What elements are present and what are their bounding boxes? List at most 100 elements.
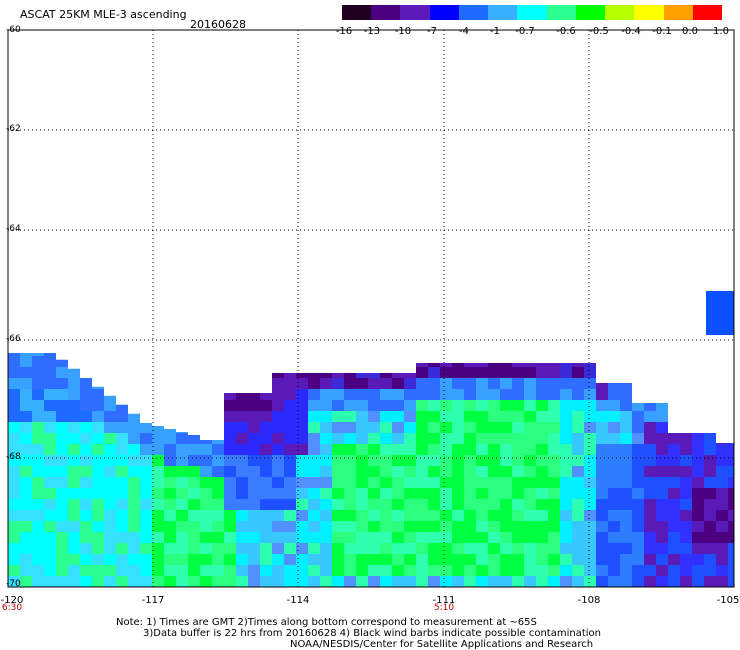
wind-cell	[440, 554, 452, 565]
wind-cell	[620, 510, 632, 521]
wind-cell	[464, 389, 476, 400]
wind-cell	[260, 455, 272, 466]
wind-cell	[20, 466, 32, 477]
colorbar-segment	[575, 5, 606, 20]
wind-cell	[212, 521, 224, 532]
wind-cell	[452, 488, 464, 499]
wind-cell	[524, 466, 536, 477]
wind-cell	[104, 477, 116, 488]
wind-cell	[608, 411, 620, 422]
wind-cell	[236, 422, 248, 433]
wind-cell	[164, 444, 176, 455]
wind-cell	[512, 466, 524, 477]
wind-cell	[464, 378, 476, 389]
wind-cell	[716, 565, 728, 576]
wind-cell	[272, 532, 284, 543]
wind-cell	[200, 532, 212, 543]
wind-cell	[500, 400, 512, 411]
wind-cell	[68, 389, 80, 400]
lon-label-120: -120	[0, 595, 24, 606]
wind-cell	[452, 543, 464, 554]
wind-cell	[116, 521, 128, 532]
wind-cell	[152, 532, 164, 543]
wind-cell	[32, 378, 44, 389]
wind-cell	[524, 378, 536, 389]
wind-cell	[320, 521, 332, 532]
wind-cell	[320, 499, 332, 510]
wind-cell	[80, 477, 92, 488]
wind-cell	[560, 499, 572, 510]
wind-cell	[116, 499, 128, 510]
wind-cell	[404, 378, 416, 389]
colorbar-label: -10	[394, 26, 412, 37]
wind-cell	[728, 444, 734, 455]
wind-cell	[488, 378, 500, 389]
wind-cell	[56, 576, 68, 587]
wind-cell	[476, 576, 488, 587]
wind-cell	[260, 411, 272, 422]
colorbar-label: -0.6	[556, 26, 576, 37]
product-title: ASCAT 25KM MLE-3 ascending	[20, 8, 187, 21]
wind-cell	[212, 444, 224, 455]
wind-cell	[176, 510, 188, 521]
wind-cell	[380, 444, 392, 455]
wind-cell	[488, 543, 500, 554]
wind-cell	[440, 521, 452, 532]
wind-cell	[164, 543, 176, 554]
wind-cell	[92, 565, 104, 576]
wind-cell	[632, 565, 644, 576]
wind-cell	[716, 488, 728, 499]
wind-cell	[464, 499, 476, 510]
wind-cell	[404, 543, 416, 554]
wind-cell	[380, 521, 392, 532]
wind-cell	[632, 444, 644, 455]
wind-cell	[44, 444, 56, 455]
wind-cell	[452, 499, 464, 510]
wind-cell	[632, 433, 644, 444]
wind-cell	[296, 499, 308, 510]
wind-cell	[632, 488, 644, 499]
wind-cell	[284, 378, 296, 389]
wind-cell	[512, 521, 524, 532]
wind-cell	[296, 488, 308, 499]
wind-cell	[272, 510, 284, 521]
wind-cell	[344, 433, 356, 444]
wind-cell	[212, 565, 224, 576]
wind-cell	[596, 532, 608, 543]
wind-cell	[404, 477, 416, 488]
wind-cell	[344, 532, 356, 543]
wind-cell	[116, 477, 128, 488]
wind-cell	[680, 499, 692, 510]
wind-cell	[644, 433, 656, 444]
wind-cell	[32, 422, 44, 433]
wind-cell	[428, 510, 440, 521]
wind-cell	[560, 363, 572, 367]
wind-cell	[8, 356, 20, 367]
colorbar-label: -4	[459, 26, 469, 37]
wind-cell	[428, 565, 440, 576]
wind-cell	[356, 488, 368, 499]
wind-cell	[308, 532, 320, 543]
wind-cell	[500, 378, 512, 389]
wind-cell	[452, 455, 464, 466]
wind-cell	[728, 477, 734, 488]
wind-cell	[8, 554, 20, 565]
wind-cell	[512, 477, 524, 488]
wind-cell	[392, 455, 404, 466]
wind-cell	[356, 532, 368, 543]
wind-cell	[368, 521, 380, 532]
wind-cell	[44, 422, 56, 433]
wind-cell	[320, 532, 332, 543]
wind-cell	[236, 444, 248, 455]
wind-cell	[548, 455, 560, 466]
wind-cell	[548, 565, 560, 576]
wind-cell	[32, 488, 44, 499]
wind-cell	[20, 400, 32, 411]
wind-cell	[584, 532, 596, 543]
wind-cell	[296, 565, 308, 576]
wind-cell	[368, 455, 380, 466]
lon-label-105: -105	[716, 595, 740, 606]
wind-cell	[560, 455, 572, 466]
wind-cell	[284, 543, 296, 554]
wind-cell	[680, 466, 692, 477]
